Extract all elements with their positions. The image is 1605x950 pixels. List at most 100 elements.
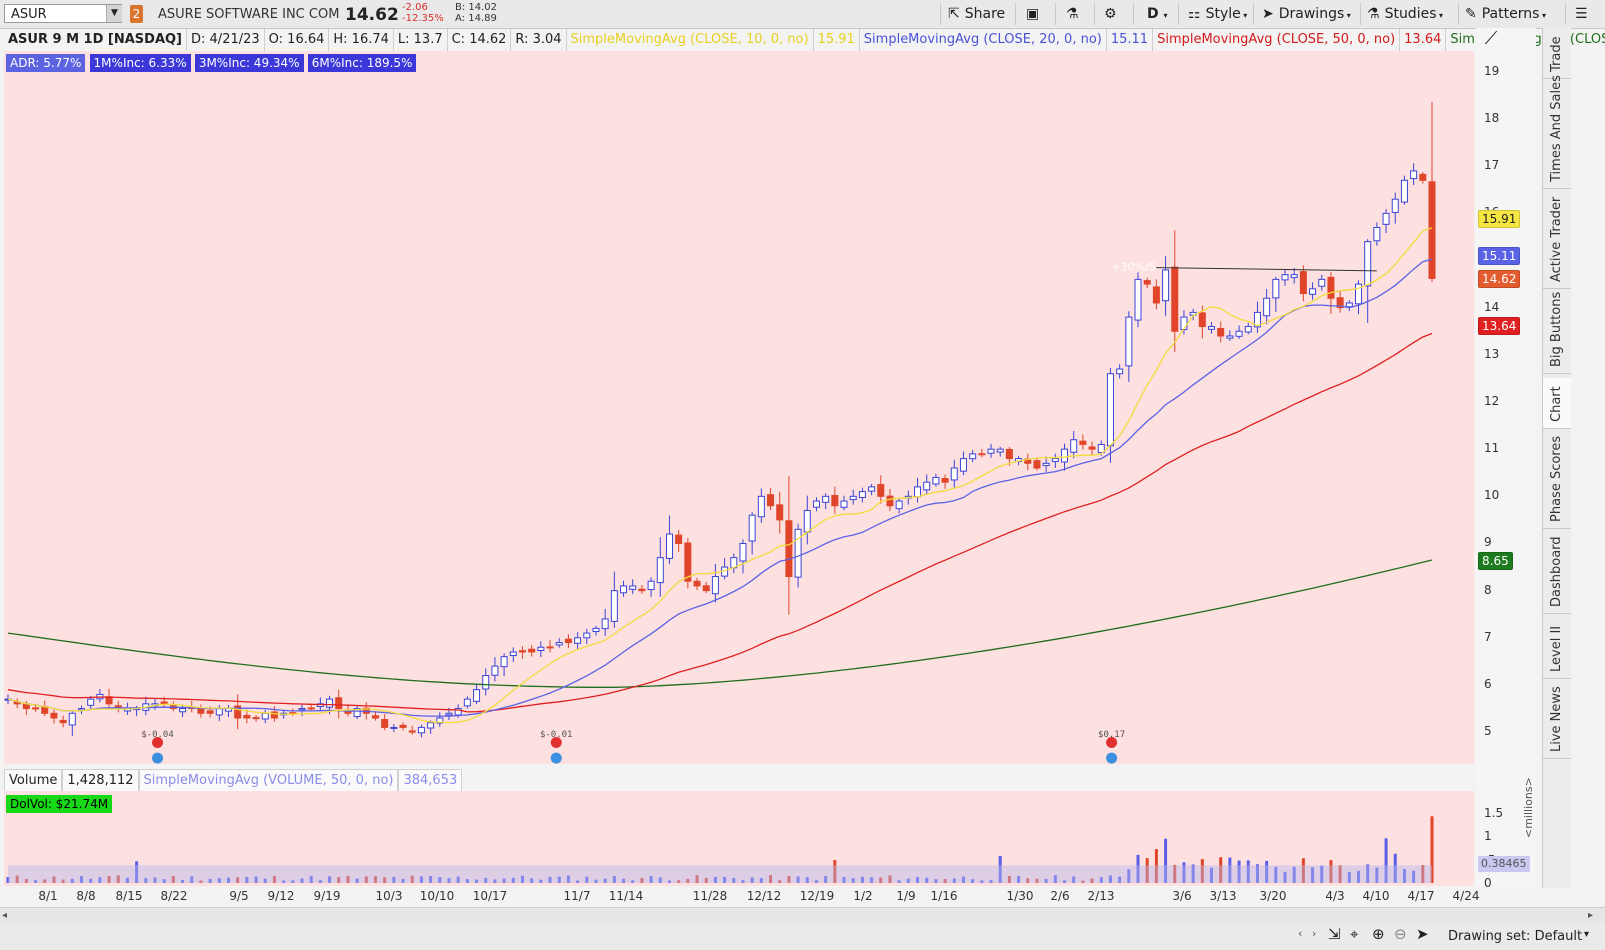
side-tab-level-ii[interactable]: Level II (1543, 618, 1571, 679)
chevron-down-icon[interactable]: ▾ (1584, 929, 1590, 940)
toolbar-separator (1458, 3, 1459, 25)
sma200-line (7, 559, 1433, 688)
volume-bar (465, 879, 469, 883)
candle-body (1290, 274, 1298, 279)
volume-bar (824, 875, 828, 883)
side-tab-trade[interactable]: Trade (1543, 28, 1571, 79)
side-tab-label: Trade (1549, 36, 1564, 72)
volume-bar (135, 861, 139, 883)
crosshair-icon[interactable]: ⌖ (1350, 925, 1359, 943)
candle-body (353, 708, 361, 718)
share-button[interactable]: ⇱ Share (948, 6, 1006, 22)
volume-bar (1255, 864, 1259, 883)
volume-bar (419, 876, 423, 883)
share-icon: ⇱ (948, 6, 960, 22)
earnings-label: $-0.04 (141, 730, 174, 740)
side-tab-active-trader[interactable]: Active Trader (1543, 197, 1571, 289)
sma10-line (7, 227, 1433, 724)
pan-left-icon[interactable]: ‹ (1298, 927, 1303, 940)
drawings-button[interactable]: ➤ Drawings ▾ (1262, 6, 1351, 22)
pan-right-icon[interactable]: › (1312, 927, 1317, 940)
volume-value: 1,428,112 (62, 769, 139, 793)
aggregation-button[interactable]: D ▾ (1147, 6, 1168, 22)
volume-axis-tick: 1 (1484, 829, 1492, 844)
flask-button[interactable]: ⚗ (1066, 4, 1084, 24)
volume-sma-label[interactable]: SimpleMovingAvg (VOLUME, 50, 0, no) (138, 769, 399, 793)
sma50-label[interactable]: SimpleMovingAvg (CLOSE, 50, 0, no) (1153, 29, 1401, 51)
zoom-out-icon[interactable]: ⊖ (1394, 925, 1407, 943)
volume-bar (1017, 875, 1021, 883)
price-axis-tick: 19 (1484, 63, 1500, 78)
volume-bar (511, 877, 515, 883)
candle-body (803, 509, 811, 533)
chevron-down-icon: ▾ (1344, 11, 1351, 20)
volume-bar (952, 878, 956, 883)
sma10-label[interactable]: SimpleMovingAvg (CLOSE, 10, 0, no) (567, 29, 814, 51)
volume-bar (226, 877, 230, 883)
symbol-dropdown-icon[interactable]: ▼ (106, 5, 122, 22)
volume-bar (272, 875, 276, 883)
expand-icon[interactable]: ⇲ (1328, 925, 1341, 943)
volume-bar (1090, 878, 1094, 883)
studies-button[interactable]: ⚗ Studies ▾ (1367, 6, 1444, 22)
style-button[interactable]: ⚏ Style ▾ (1188, 6, 1248, 22)
price-axis-tick: 8 (1484, 582, 1492, 597)
date-axis-tick: 2/13 (1087, 889, 1115, 903)
side-tab-big-buttons[interactable]: Big Buttons (1543, 292, 1571, 374)
candle-body (959, 458, 967, 472)
cursor-icon[interactable]: ➤ (1416, 925, 1429, 943)
price-axis[interactable]: ⟋ 1918171615141312111098765 15.9115.1114… (1476, 28, 1536, 890)
sma50-value: 13.64 (1400, 29, 1447, 51)
date-axis-tick: 9/5 (229, 889, 249, 903)
side-tab-dashboard[interactable]: Dashboard (1543, 533, 1571, 614)
settings-button[interactable]: ⚙ (1104, 4, 1122, 24)
candle-body (564, 638, 572, 644)
volume-bar (70, 878, 74, 883)
screenshot-button[interactable]: ▣ (1026, 4, 1044, 24)
date-axis-tick: 11/28 (692, 889, 728, 903)
scroll-left-icon[interactable]: ◂ (2, 910, 8, 921)
candle-body (776, 504, 784, 521)
side-tab-times-and-sales[interactable]: Times And Sales (1543, 75, 1571, 189)
drawing-set-label[interactable]: Drawing set: Default (1448, 929, 1583, 944)
chevron-down-icon: ▾ (1539, 11, 1546, 20)
symbol-input[interactable]: ASUR (4, 4, 122, 23)
volume-bar (566, 875, 570, 883)
candle-body (812, 500, 820, 508)
link-group-badge[interactable]: 2 (130, 5, 143, 23)
price-chart[interactable]: +30%/5 $-0.04 $-0.01 $0.17 ADR: 5.77% 1M%In… (4, 51, 1474, 764)
flask-icon: ⚗ (1367, 6, 1380, 22)
date-axis-tick: 2/6 (1050, 889, 1070, 903)
chevron-down-icon: ▾ (1163, 11, 1168, 20)
price-axis-tick: 10 (1484, 488, 1500, 503)
chart-scrollbar[interactable]: ◂ ▸ (0, 907, 1605, 924)
side-tab-phase-scores[interactable]: Phase Scores (1543, 433, 1571, 529)
side-tab-live-news[interactable]: Live News (1543, 683, 1571, 759)
candle-body (371, 715, 379, 719)
candle-body (914, 486, 922, 498)
volume-bar (916, 877, 920, 883)
sma20-label[interactable]: SimpleMovingAvg (CLOSE, 20, 0, no) (860, 29, 1107, 51)
volume-bar (557, 876, 561, 883)
menu-button[interactable]: ☰ (1575, 4, 1593, 24)
patterns-button[interactable]: ✎ Patterns ▾ (1465, 6, 1546, 22)
candle-body (638, 588, 646, 592)
resistance-annotation: +30%/5 (1111, 261, 1155, 274)
scroll-right-icon[interactable]: ▸ (1588, 910, 1594, 921)
volume-chart[interactable]: DolVol: $21.74M (4, 791, 1474, 886)
candle-body (445, 712, 453, 716)
volume-bar (713, 876, 717, 883)
candle-body (307, 707, 315, 710)
top-toolbar: ASUR ▼ 2 ASURE SOFTWARE INC COM 14.62 -2… (0, 0, 1605, 29)
zoom-in-icon[interactable]: ⊕ (1372, 925, 1385, 943)
axis-settings-icon[interactable]: ⟋ (1484, 28, 1498, 49)
side-tab-label: Dashboard (1549, 536, 1564, 607)
side-tab-chart[interactable]: Chart (1543, 378, 1571, 429)
date-value: D: 4/21/23 (187, 29, 265, 51)
candle-body (1263, 297, 1271, 317)
candle-body (399, 724, 407, 728)
volume-bar (1320, 865, 1324, 883)
price-axis-tick: 18 (1484, 111, 1500, 126)
chart-title: ASUR 9 M 1D [NASDAQ] (4, 29, 188, 51)
date-axis: 8/1 8/8 8/15 8/22 9/5 9/12 9/19 10/3 10/10 10/17 1… (4, 886, 1479, 906)
